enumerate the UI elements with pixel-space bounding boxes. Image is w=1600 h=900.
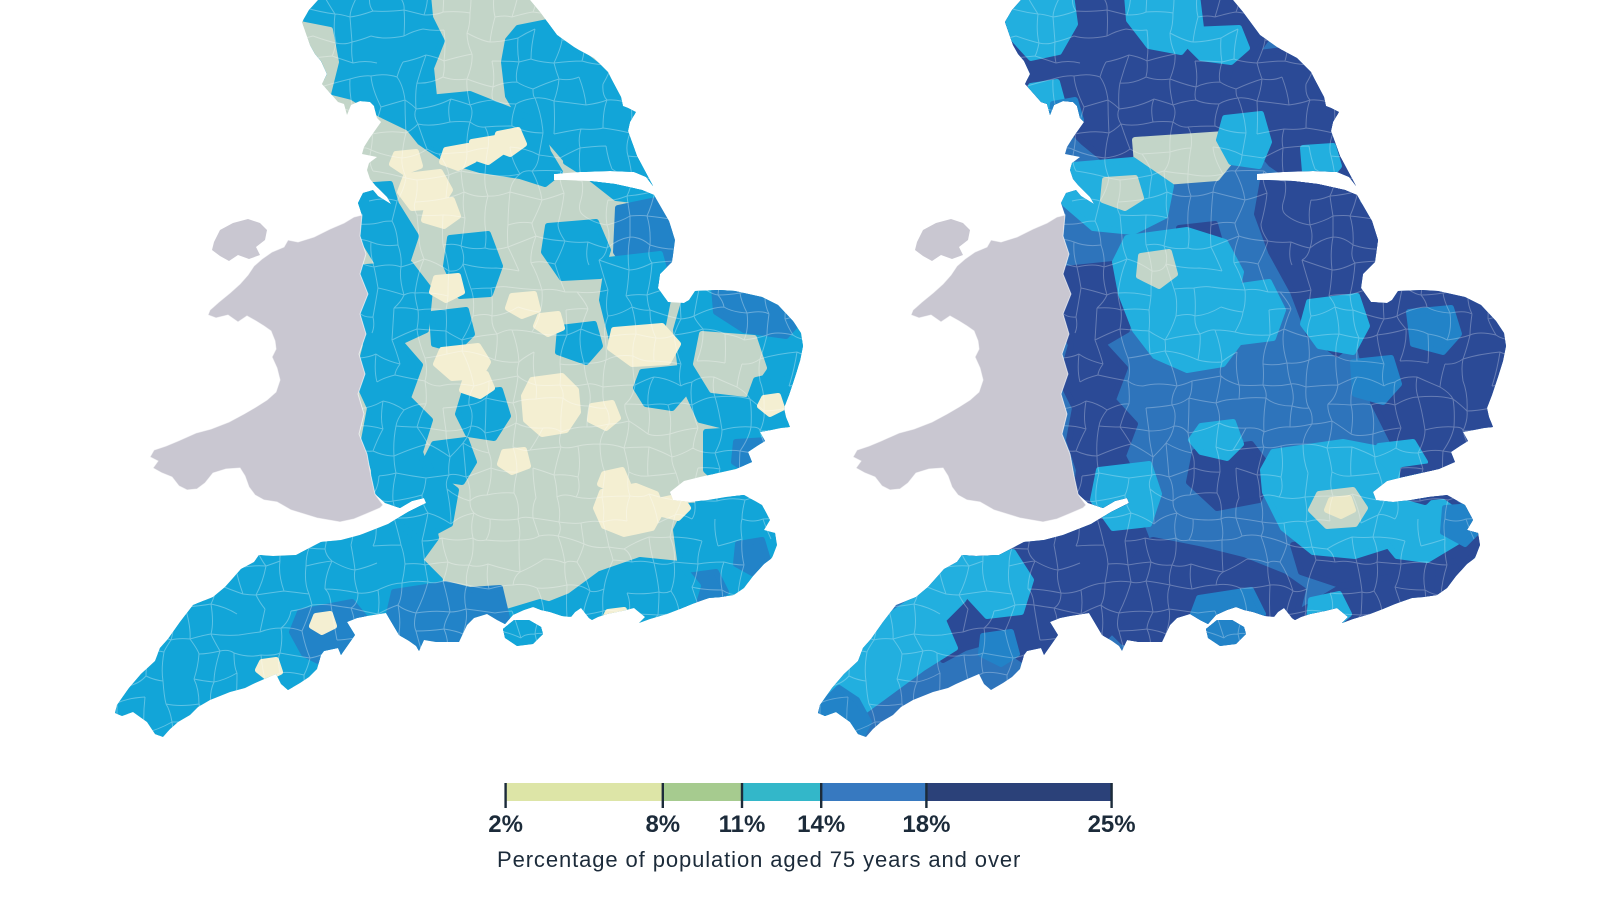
svg-text:14%: 14% (797, 811, 845, 838)
svg-text:Percentage of population aged: Percentage of population aged 75 years a… (497, 847, 1021, 872)
svg-text:2%: 2% (488, 811, 523, 838)
svg-text:18%: 18% (902, 811, 950, 838)
svg-text:8%: 8% (645, 811, 680, 838)
svg-text:25%: 25% (1088, 811, 1136, 838)
svg-text:11%: 11% (719, 811, 766, 838)
